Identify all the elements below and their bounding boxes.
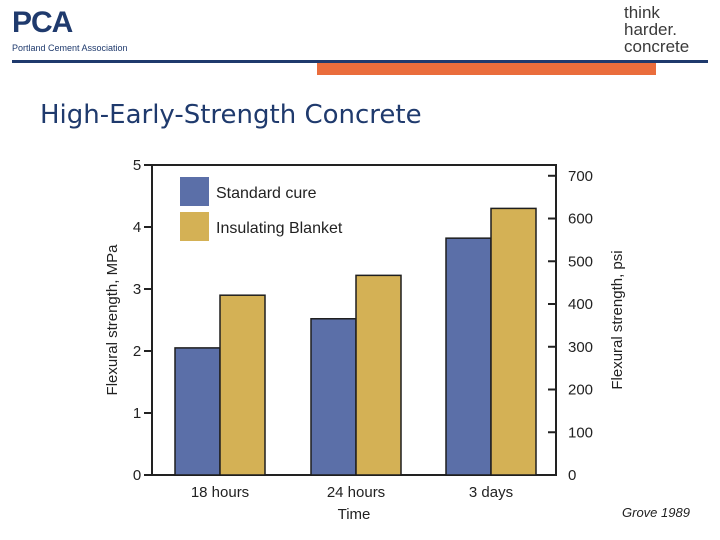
bar xyxy=(174,347,221,476)
pca-logo-subtitle: Portland Cement Association xyxy=(12,43,128,53)
y-tick-label: 2 xyxy=(133,343,141,360)
bar xyxy=(310,318,357,476)
y2-tick-label: 0 xyxy=(568,467,576,484)
bar xyxy=(219,294,266,476)
x-tick-label: 24 hours xyxy=(327,484,385,501)
header-rule xyxy=(12,60,708,63)
source-credit: Grove 1989 xyxy=(622,505,690,520)
pca-logo: PCA Portland Cement Association xyxy=(12,6,142,56)
bar xyxy=(490,207,537,476)
y2-tick-label: 700 xyxy=(568,168,593,185)
legend-label: Standard cure xyxy=(216,185,317,202)
y-tick-label: 3 xyxy=(133,281,141,298)
y-tick-label: 5 xyxy=(133,157,141,174)
y2-tick-label: 200 xyxy=(568,382,593,399)
x-axis-title: Time xyxy=(338,506,371,523)
y-tick-label: 1 xyxy=(133,405,141,422)
tagline-line-3: concrete xyxy=(624,37,690,56)
legend-label: Insulating Blanket xyxy=(216,220,343,237)
y2-tick-label: 100 xyxy=(568,424,593,441)
y2-axis-title: Flexural strength, psi xyxy=(609,250,626,389)
x-tick-label: 3 days xyxy=(469,484,513,501)
header-accent-bar xyxy=(317,63,656,75)
bar xyxy=(445,237,492,476)
y-tick-label: 4 xyxy=(133,219,141,236)
tagline-logo: think harder. concrete xyxy=(624,4,714,55)
pca-logo-text: PCA xyxy=(12,6,73,39)
page-title: High-Early-Strength Concrete xyxy=(40,100,422,130)
y-tick-label: 0 xyxy=(133,467,141,484)
tagline-line-1: think xyxy=(624,3,660,22)
y2-tick-label: 600 xyxy=(568,211,593,228)
legend-swatch xyxy=(180,212,209,241)
y2-tick-label: 400 xyxy=(568,296,593,313)
bar xyxy=(355,274,402,476)
y2-tick-label: 300 xyxy=(568,339,593,356)
legend-swatch xyxy=(180,177,209,206)
y-axis-title: Flexural strength, MPa xyxy=(104,244,121,396)
tagline-line-2: harder. xyxy=(624,20,677,39)
y2-tick-label: 500 xyxy=(568,253,593,270)
x-tick-label: 18 hours xyxy=(191,484,249,501)
